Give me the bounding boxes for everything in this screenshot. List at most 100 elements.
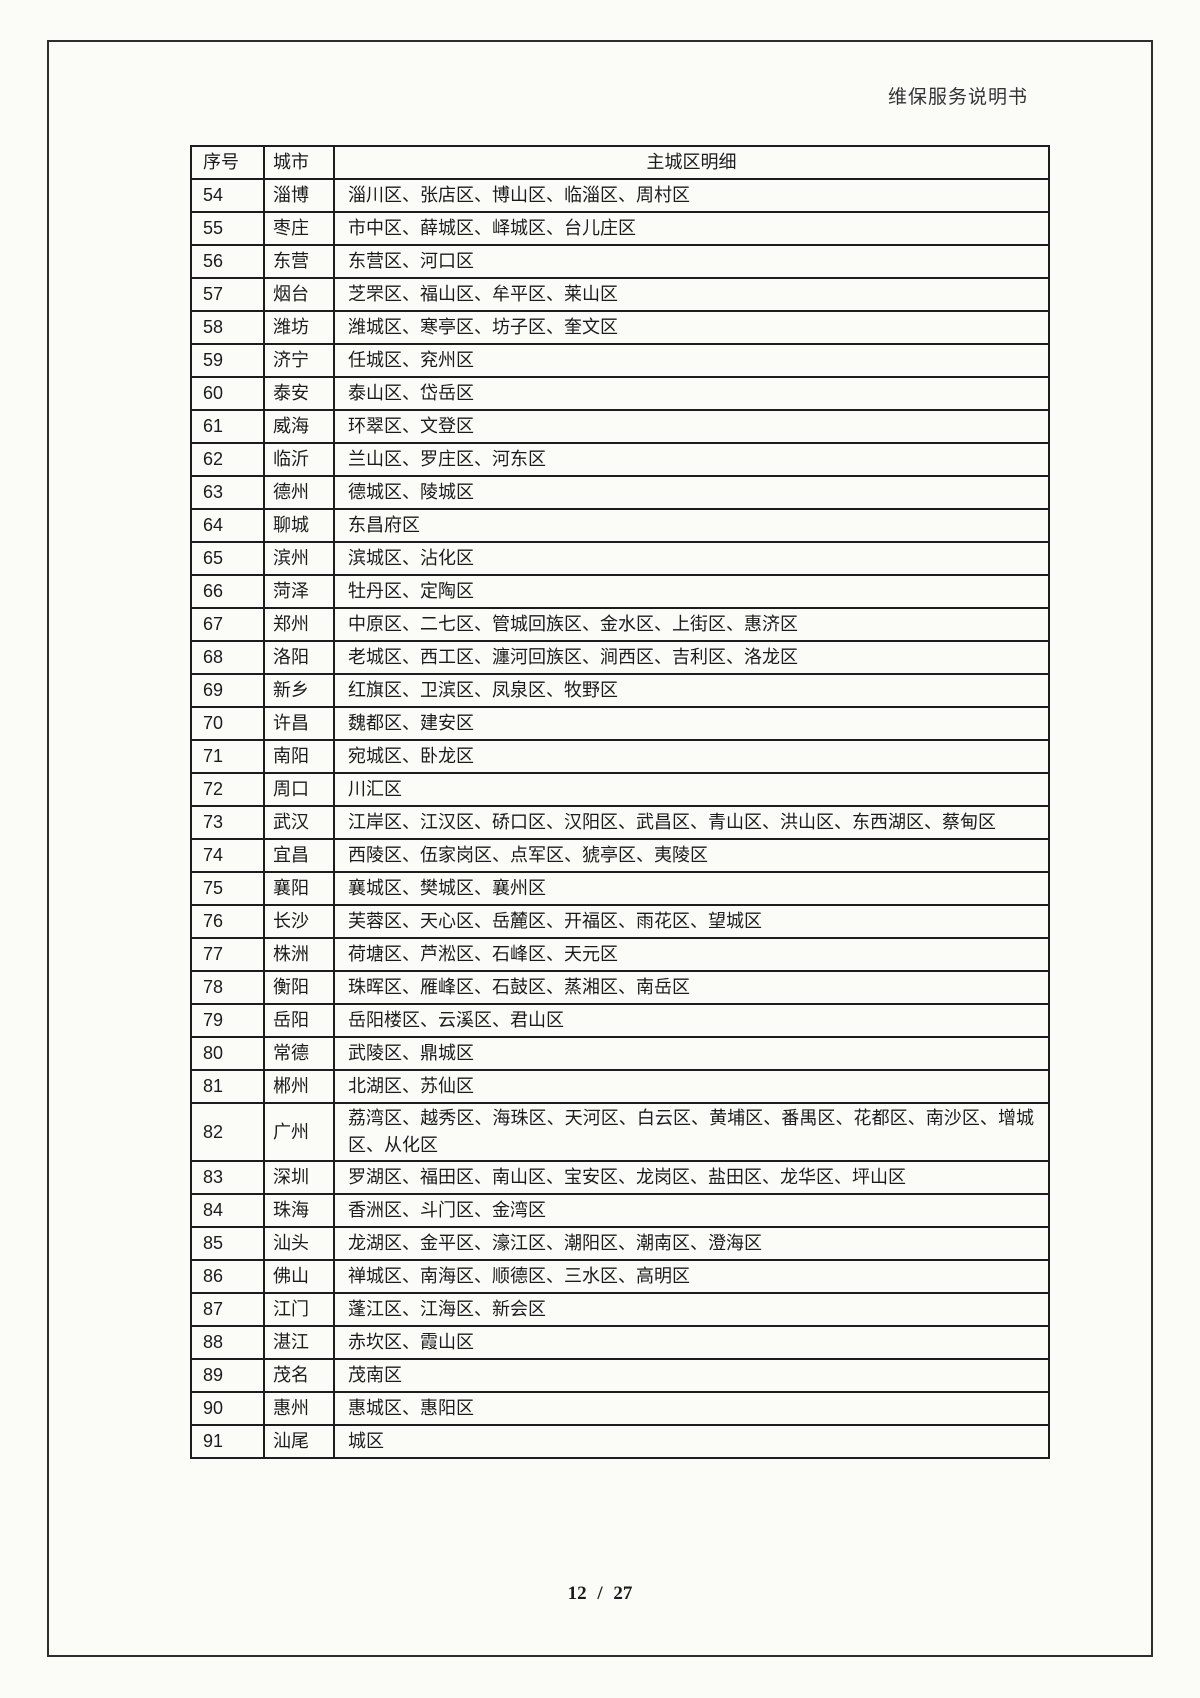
cell-serial-number: 78	[190, 970, 265, 1005]
table-row: 90 惠州 惠城区、惠阳区	[190, 1391, 1050, 1426]
cell-serial-number: 82	[190, 1102, 265, 1162]
cell-city: 郑州	[263, 607, 335, 642]
table-row: 64 聊城 东昌府区	[190, 508, 1050, 543]
table-row: 66 菏泽 牡丹区、定陶区	[190, 574, 1050, 609]
cell-city: 临沂	[263, 442, 335, 477]
cell-city: 茂名	[263, 1358, 335, 1393]
table-row: 60 泰安 泰山区、岱岳区	[190, 376, 1050, 411]
table-header-row: 序号 城市 主城区明细	[190, 145, 1050, 180]
table-row: 87 江门 蓬江区、江海区、新会区	[190, 1292, 1050, 1327]
cell-districts: 西陵区、伍家岗区、点军区、猇亭区、夷陵区	[333, 838, 1050, 873]
table-row: 55 枣庄 市中区、薛城区、峄城区、台儿庄区	[190, 211, 1050, 246]
cell-serial-number: 84	[190, 1193, 265, 1228]
cell-districts: 武陵区、鼎城区	[333, 1036, 1050, 1071]
cell-city: 襄阳	[263, 871, 335, 906]
cell-city: 汕尾	[263, 1424, 335, 1459]
table-row: 65 滨州 滨城区、沾化区	[190, 541, 1050, 576]
cell-city: 泰安	[263, 376, 335, 411]
cell-serial-number: 67	[190, 607, 265, 642]
cell-city: 聊城	[263, 508, 335, 543]
cell-serial-number: 63	[190, 475, 265, 510]
districts-table: 序号 城市 主城区明细 54 淄博 淄川区、张店区、博山区、临淄区、周村区 55…	[190, 145, 1050, 1459]
cell-city: 广州	[263, 1102, 335, 1162]
table-row: 78 衡阳 珠晖区、雁峰区、石鼓区、蒸湘区、南岳区	[190, 970, 1050, 1005]
cell-city: 长沙	[263, 904, 335, 939]
cell-serial-number: 69	[190, 673, 265, 708]
cell-districts: 岳阳楼区、云溪区、君山区	[333, 1003, 1050, 1038]
cell-city: 济宁	[263, 343, 335, 378]
cell-city: 珠海	[263, 1193, 335, 1228]
cell-serial-number: 59	[190, 343, 265, 378]
cell-serial-number: 74	[190, 838, 265, 873]
cell-city: 江门	[263, 1292, 335, 1327]
cell-districts: 东昌府区	[333, 508, 1050, 543]
cell-serial-number: 54	[190, 178, 265, 213]
cell-districts: 龙湖区、金平区、濠江区、潮阳区、潮南区、澄海区	[333, 1226, 1050, 1261]
cell-serial-number: 80	[190, 1036, 265, 1071]
cell-city: 淄博	[263, 178, 335, 213]
cell-districts: 东营区、河口区	[333, 244, 1050, 279]
cell-serial-number: 83	[190, 1160, 265, 1195]
cell-districts: 中原区、二七区、管城回族区、金水区、上街区、惠济区	[333, 607, 1050, 642]
cell-districts: 荷塘区、芦淞区、石峰区、天元区	[333, 937, 1050, 972]
cell-districts: 茂南区	[333, 1358, 1050, 1393]
cell-districts: 老城区、西工区、瀍河回族区、涧西区、吉利区、洛龙区	[333, 640, 1050, 675]
page-border	[47, 40, 1153, 1657]
cell-city: 岳阳	[263, 1003, 335, 1038]
cell-districts: 川汇区	[333, 772, 1050, 807]
table-row: 59 济宁 任城区、兖州区	[190, 343, 1050, 378]
cell-serial-number: 68	[190, 640, 265, 675]
cell-districts: 罗湖区、福田区、南山区、宝安区、龙岗区、盐田区、龙华区、坪山区	[333, 1160, 1050, 1195]
table-row: 83 深圳 罗湖区、福田区、南山区、宝安区、龙岗区、盐田区、龙华区、坪山区	[190, 1160, 1050, 1195]
cell-city: 菏泽	[263, 574, 335, 609]
cell-serial-number: 90	[190, 1391, 265, 1426]
cell-city: 郴州	[263, 1069, 335, 1104]
cell-districts: 香洲区、斗门区、金湾区	[333, 1193, 1050, 1228]
districts-table-container: 序号 城市 主城区明细 54 淄博 淄川区、张店区、博山区、临淄区、周村区 55…	[190, 145, 1050, 1459]
cell-districts: 荔湾区、越秀区、海珠区、天河区、白云区、黄埔区、番禺区、花都区、南沙区、增城区、…	[333, 1102, 1050, 1162]
cell-districts: 牡丹区、定陶区	[333, 574, 1050, 609]
table-row: 91 汕尾 城区	[190, 1424, 1050, 1459]
cell-serial-number: 88	[190, 1325, 265, 1360]
table-row: 70 许昌 魏都区、建安区	[190, 706, 1050, 741]
cell-city: 东营	[263, 244, 335, 279]
cell-serial-number: 85	[190, 1226, 265, 1261]
cell-districts: 禅城区、南海区、顺德区、三水区、高明区	[333, 1259, 1050, 1294]
col-header-serial-number: 序号	[190, 145, 265, 180]
table-row: 81 郴州 北湖区、苏仙区	[190, 1069, 1050, 1104]
cell-city: 许昌	[263, 706, 335, 741]
col-header-city: 城市	[263, 145, 335, 180]
cell-serial-number: 79	[190, 1003, 265, 1038]
table-row: 54 淄博 淄川区、张店区、博山区、临淄区、周村区	[190, 178, 1050, 213]
cell-city: 威海	[263, 409, 335, 444]
table-row: 57 烟台 芝罘区、福山区、牟平区、莱山区	[190, 277, 1050, 312]
cell-districts: 北湖区、苏仙区	[333, 1069, 1050, 1104]
cell-serial-number: 86	[190, 1259, 265, 1294]
table-row: 67 郑州 中原区、二七区、管城回族区、金水区、上街区、惠济区	[190, 607, 1050, 642]
cell-serial-number: 89	[190, 1358, 265, 1393]
cell-city: 深圳	[263, 1160, 335, 1195]
cell-city: 宜昌	[263, 838, 335, 873]
cell-districts: 赤坎区、霞山区	[333, 1325, 1050, 1360]
table-row: 89 茂名 茂南区	[190, 1358, 1050, 1393]
table-row: 62 临沂 兰山区、罗庄区、河东区	[190, 442, 1050, 477]
cell-serial-number: 73	[190, 805, 265, 840]
cell-city: 武汉	[263, 805, 335, 840]
table-row: 72 周口 川汇区	[190, 772, 1050, 807]
cell-serial-number: 72	[190, 772, 265, 807]
cell-city: 惠州	[263, 1391, 335, 1426]
cell-serial-number: 57	[190, 277, 265, 312]
cell-serial-number: 66	[190, 574, 265, 609]
cell-city: 新乡	[263, 673, 335, 708]
cell-serial-number: 55	[190, 211, 265, 246]
cell-districts: 任城区、兖州区	[333, 343, 1050, 378]
table-row: 85 汕头 龙湖区、金平区、濠江区、潮阳区、潮南区、澄海区	[190, 1226, 1050, 1261]
cell-districts: 江岸区、江汉区、硚口区、汉阳区、武昌区、青山区、洪山区、东西湖区、蔡甸区	[333, 805, 1050, 840]
table-row: 56 东营 东营区、河口区	[190, 244, 1050, 279]
cell-city: 湛江	[263, 1325, 335, 1360]
table-row: 76 长沙 芙蓉区、天心区、岳麓区、开福区、雨花区、望城区	[190, 904, 1050, 939]
cell-districts: 襄城区、樊城区、襄州区	[333, 871, 1050, 906]
cell-city: 衡阳	[263, 970, 335, 1005]
cell-districts: 珠晖区、雁峰区、石鼓区、蒸湘区、南岳区	[333, 970, 1050, 1005]
table-row: 84 珠海 香洲区、斗门区、金湾区	[190, 1193, 1050, 1228]
